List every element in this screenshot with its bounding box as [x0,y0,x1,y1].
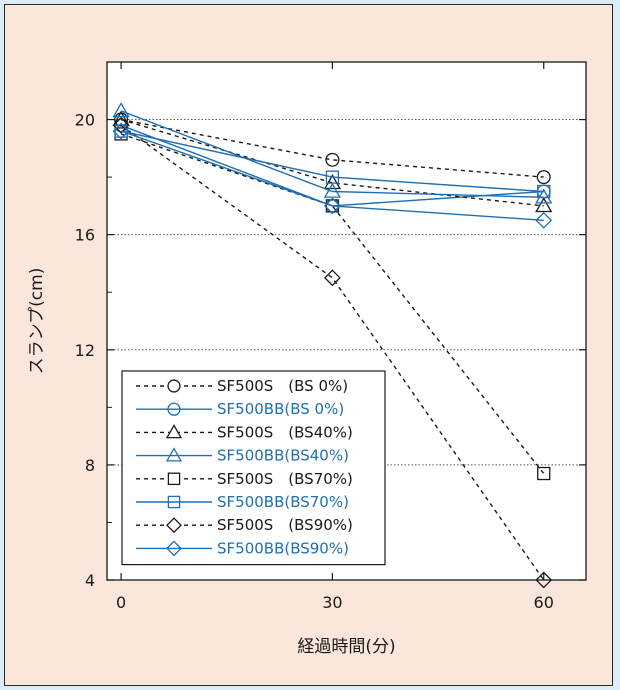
series-diamond-sf500s [112,116,553,589]
legend-marker-triangle [165,424,183,439]
data-point-triangle [112,102,130,118]
data-point-square [114,124,128,138]
legend-marker-square [167,472,181,486]
legend-label: SF500S (BS40%) [217,423,353,441]
legend-label: SF500S (BS70%) [217,470,353,488]
series-triangle-sf500bb [112,102,553,204]
data-point-diamond [323,197,341,215]
data-point-diamond [112,116,130,134]
legend-label: SF500S (BS 0%) [217,377,348,395]
legend-item: SF500S (BS90%) [136,516,353,534]
legend-item: SF500BB(BS 0%) [136,400,344,418]
legend-marker-circle [167,379,181,393]
legend-label: SF500BB(BS90%) [217,539,349,557]
series-square-sf500bb [114,124,551,199]
series-line [120,130,544,193]
legend-marker-square [167,495,181,509]
x-tick-label: 30 [322,593,342,612]
data-point-triangle [323,174,342,190]
data-point-triangle [323,182,342,198]
x-axis-label: 経過時間(分) [297,637,395,657]
data-point-circle [536,170,551,185]
data-point-triangle [535,197,553,213]
data-point-circle [325,152,340,167]
data-point-diamond [323,269,341,287]
data-point-diamond [112,122,130,140]
series-line [120,110,544,198]
axes: 4 8 12 16 20 0 30 60 [75,62,586,612]
y-tick-label: 12 [75,341,95,360]
data-point-triangle [535,188,553,204]
data-point-diamond [535,571,553,589]
legend-item: SF500S (BS40%) [136,423,353,441]
data-point-square [537,466,551,481]
series-line [120,130,544,221]
legend-marker-diamond [166,540,182,557]
legend-item: SF500S (BS 0%) [136,377,348,395]
legend-label: SF500BB(BS 0%) [217,400,344,418]
legend-marker-triangle [165,447,183,462]
series-line [120,124,545,581]
legend: SF500S (BS 0%) SF500BB(BS 0%) SF500S (BS40… [121,370,386,566]
series-line [120,118,544,207]
y-tick-label: 8 [85,456,95,475]
legend-marker-diamond [166,517,182,534]
legend-item: SF500BB(BS40%) [136,447,349,465]
legend-label: SF500BB(BS40%) [217,447,349,465]
y-axis-label: スランプ(cm) [27,268,47,375]
legend-box [121,370,386,566]
data-point-square [537,184,551,199]
legend-marker-circle [167,402,181,416]
y-tick-label: 16 [75,226,95,245]
legend-item: SF500BB(BS90%) [136,539,349,557]
series-line [120,133,545,474]
legend-label: SF500BB(BS70%) [217,493,349,511]
legend-item: SF500S (BS70%) [136,470,353,488]
series-layer [112,102,553,589]
data-point-diamond [535,211,553,229]
series-triangle-sf500s [112,110,553,213]
y-tick-label: 4 [85,571,95,590]
legend-item: SF500BB(BS70%) [136,493,349,511]
y-tick-label: 20 [75,111,95,130]
x-tick-label: 0 [116,593,126,612]
data-point-square [325,170,340,184]
series-diamond-sf500bb [112,122,553,229]
legend-label: SF500S (BS90%) [217,516,353,534]
x-tick-label: 60 [534,593,554,612]
